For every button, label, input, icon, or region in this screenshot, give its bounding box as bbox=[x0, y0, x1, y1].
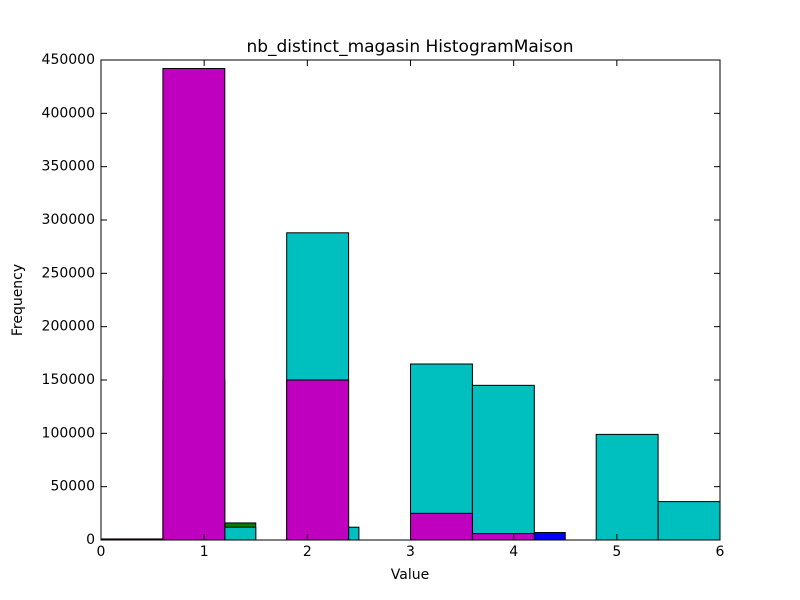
x-tick-label: 0 bbox=[97, 544, 106, 560]
histogram-bar bbox=[657, 501, 721, 541]
y-tick-label: 450000 bbox=[42, 52, 95, 68]
y-tick-label: 50000 bbox=[50, 479, 95, 495]
histogram-bar bbox=[348, 526, 360, 541]
y-tick-label: 150000 bbox=[42, 372, 95, 388]
y-tick-label: 200000 bbox=[42, 319, 95, 335]
y-tick-label: 350000 bbox=[42, 159, 95, 175]
x-tick-label: 5 bbox=[612, 544, 621, 560]
y-tick-label: 100000 bbox=[42, 425, 95, 441]
histogram-bar bbox=[595, 433, 659, 541]
x-axis-label: Value bbox=[391, 567, 429, 583]
histogram-bar bbox=[533, 532, 566, 541]
histogram-bar bbox=[410, 512, 473, 541]
y-tick-label: 300000 bbox=[42, 212, 95, 228]
y-tick-label: 0 bbox=[86, 532, 95, 548]
histogram-bar bbox=[471, 533, 535, 541]
x-tick-label: 6 bbox=[716, 544, 725, 560]
y-tick-label: 400000 bbox=[42, 105, 95, 121]
histogram-bar bbox=[286, 379, 350, 541]
histogram-bar bbox=[162, 68, 226, 541]
x-tick-label: 3 bbox=[406, 544, 415, 560]
x-tick-label: 1 bbox=[200, 544, 209, 560]
x-tick-label: 2 bbox=[303, 544, 312, 560]
histogram-bar bbox=[471, 384, 535, 541]
chart-title: nb_distinct_magasin HistogramMaison bbox=[246, 37, 573, 57]
y-tick-label: 250000 bbox=[42, 265, 95, 281]
y-axis-label: Frequency bbox=[10, 264, 26, 336]
histogram-bar bbox=[224, 526, 257, 541]
x-tick-label: 4 bbox=[509, 544, 518, 560]
